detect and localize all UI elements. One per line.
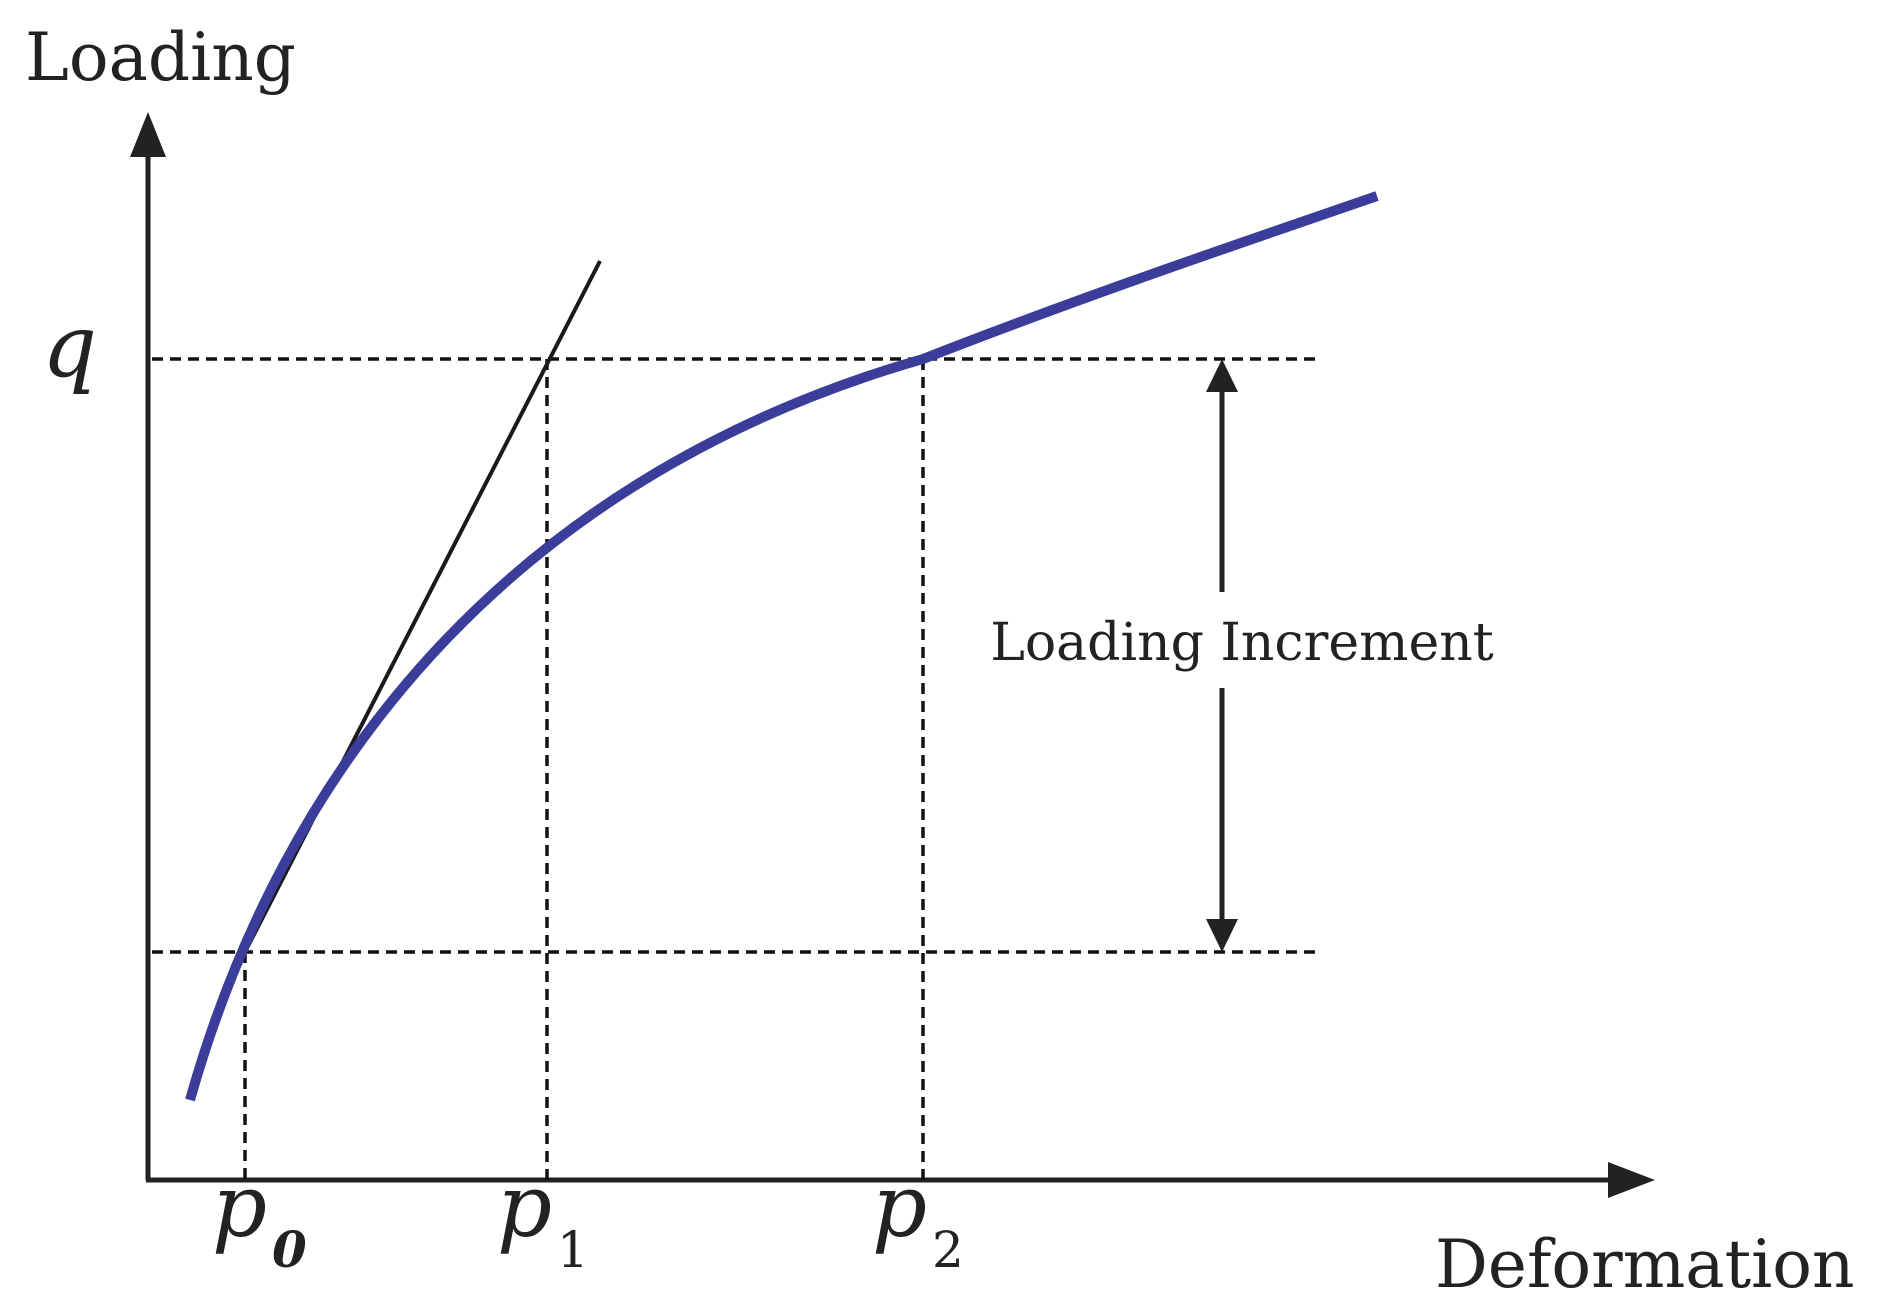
q-tick-label: q [42, 297, 97, 397]
p1-tick-label: p 1 [497, 1157, 589, 1279]
p2-symbol: p [872, 1157, 927, 1257]
p1-subscript: 1 [557, 1221, 589, 1279]
increment-arrowhead-up [1206, 359, 1238, 392]
increment-arrowhead-down [1206, 919, 1238, 952]
p2-tick-label: p 2 [872, 1157, 964, 1279]
x-axis-arrowhead [1608, 1162, 1655, 1198]
p0-tick-label: p 0 [212, 1157, 307, 1279]
loading-increment-arrow [1206, 359, 1238, 952]
y-axis-arrowhead [130, 112, 166, 157]
y-axis [130, 112, 166, 1180]
y-axis-title: Loading [25, 19, 296, 96]
p2-subscript: 2 [932, 1221, 964, 1279]
x-axis-title: Deformation [1435, 1226, 1855, 1303]
x-axis [146, 1162, 1655, 1198]
loading-deformation-curve [185, 191, 1379, 1102]
loading-increment-label: Loading Increment [990, 613, 1493, 673]
p0-symbol: p [212, 1157, 267, 1257]
p0-subscript: 0 [272, 1220, 307, 1279]
p1-symbol: p [497, 1157, 552, 1257]
